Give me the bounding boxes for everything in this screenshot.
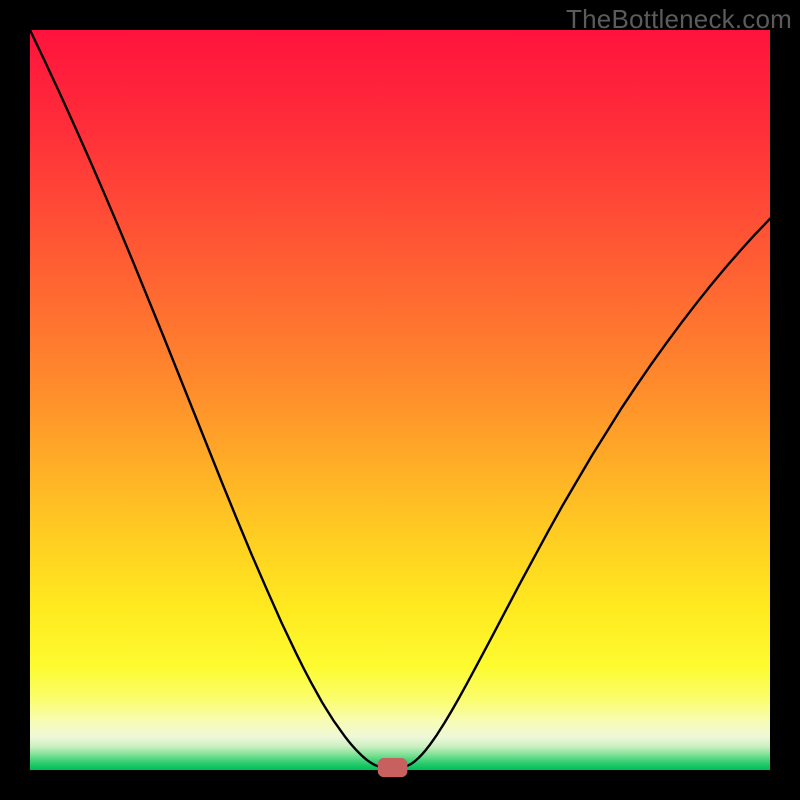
bottleneck-chart <box>0 0 800 800</box>
watermark-text: TheBottleneck.com <box>566 4 792 35</box>
chart-stage: TheBottleneck.com <box>0 0 800 800</box>
optimal-marker <box>378 758 408 777</box>
plot-background <box>30 30 770 770</box>
